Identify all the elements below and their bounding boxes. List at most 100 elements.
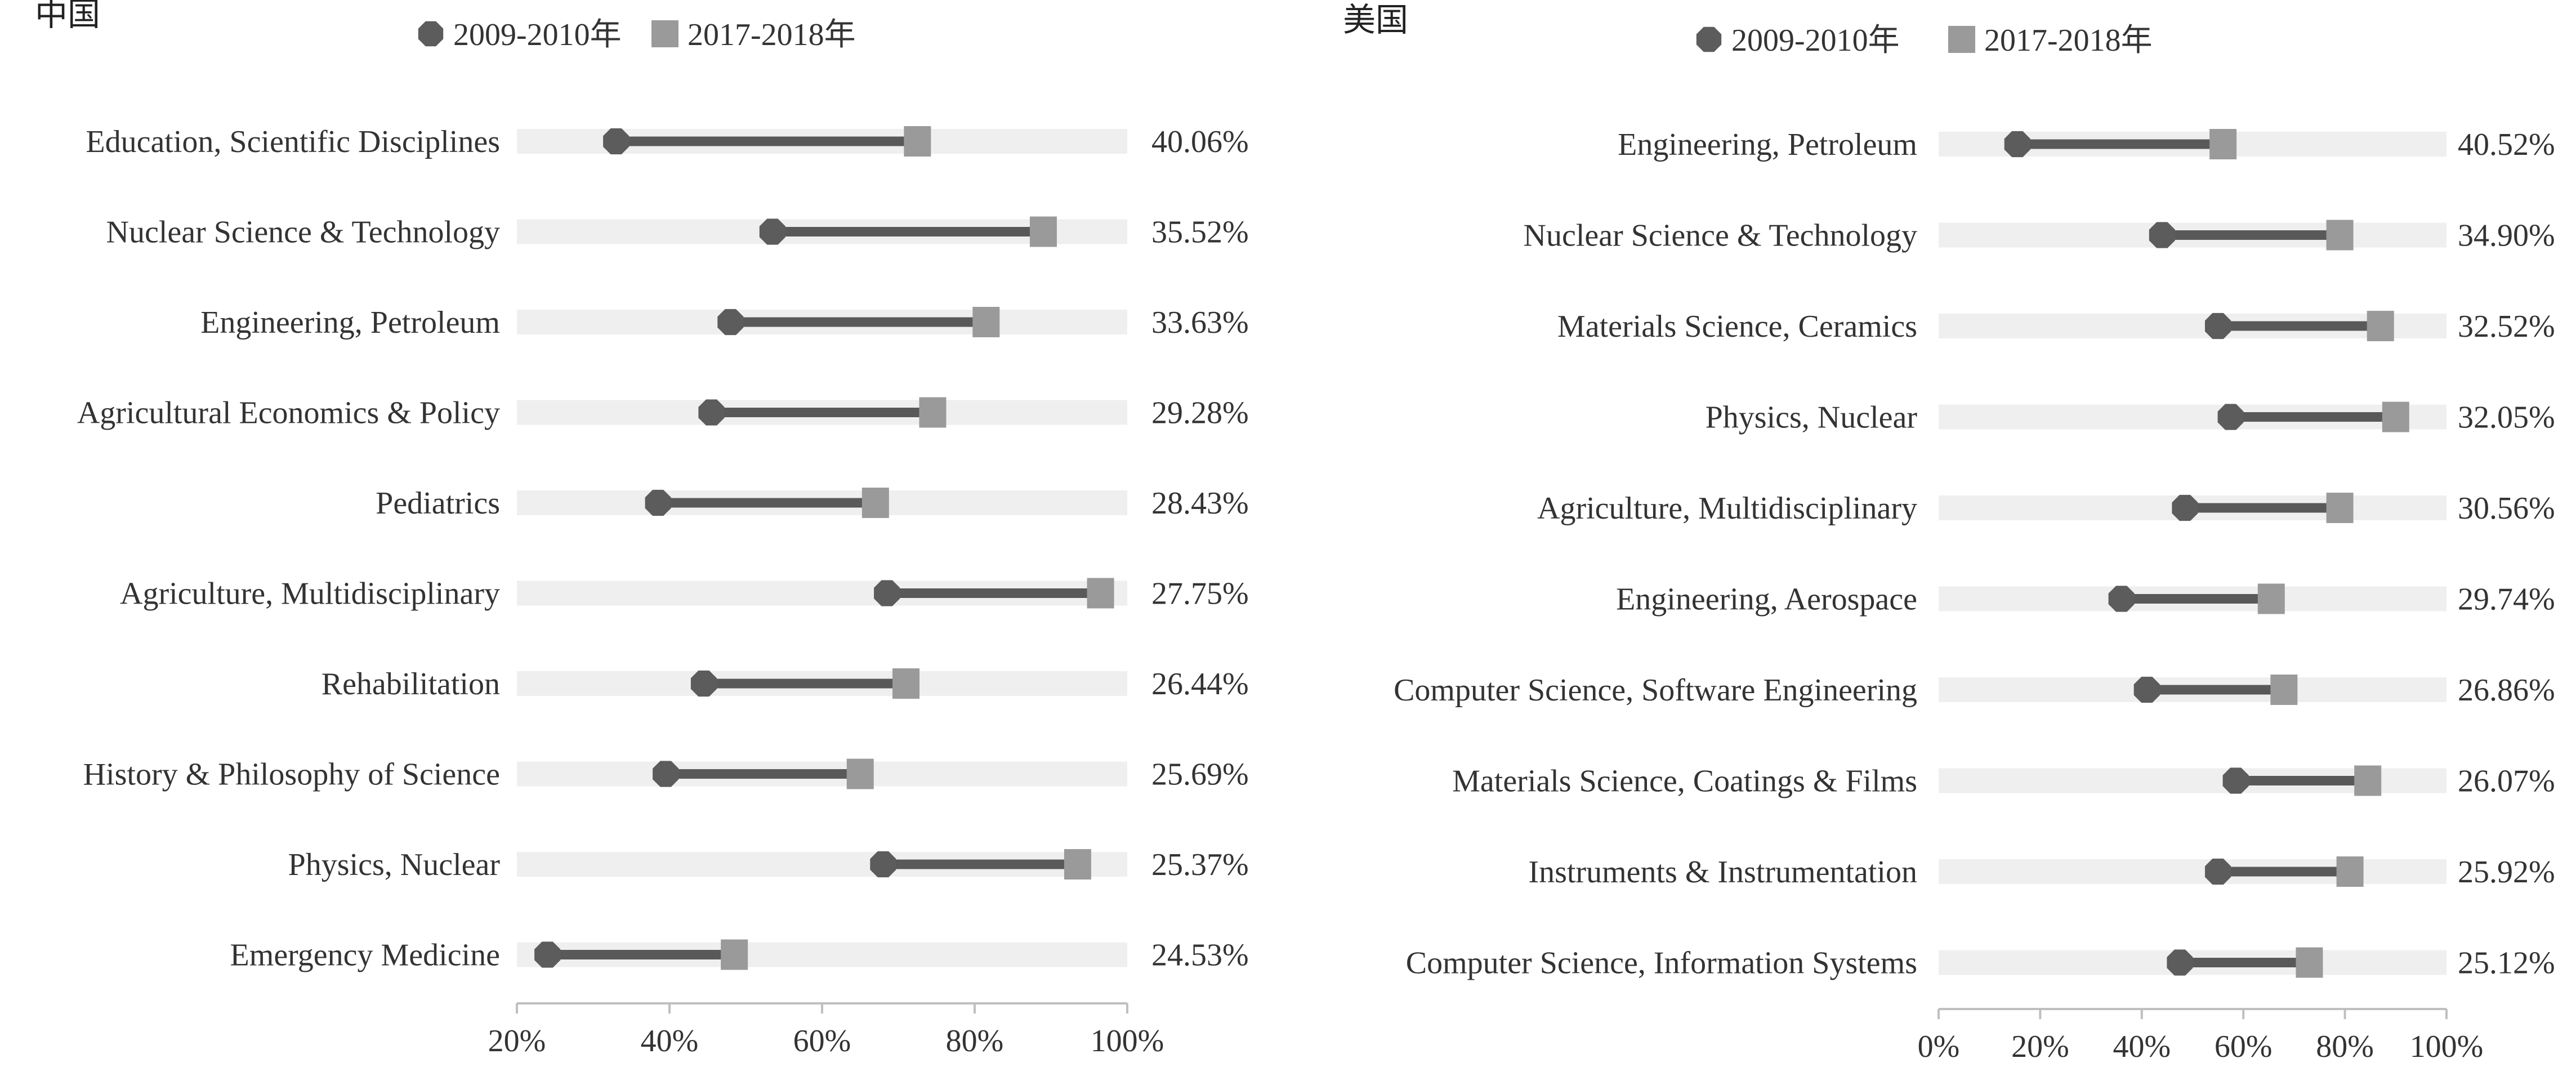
x-tick-label: 40% <box>2113 1029 2171 1064</box>
category-label: Agriculture, Multidisciplinary <box>120 577 500 611</box>
end-marker <box>972 307 1000 337</box>
category-label: Computer Science, Software Engineering <box>1394 673 1917 708</box>
change-label: 26.07% <box>2458 764 2555 799</box>
start-marker <box>2167 949 2193 976</box>
change-label: 32.05% <box>2458 400 2555 435</box>
legend-label-end: 2017-2018年 <box>1984 23 2153 58</box>
end-marker <box>2367 311 2394 341</box>
chart-title: 美国 <box>1343 2 1408 38</box>
start-marker <box>698 399 725 426</box>
legend-marker-start <box>418 21 444 47</box>
end-marker <box>2326 493 2354 523</box>
chart-title: 中国 <box>35 0 100 33</box>
category-label: Pediatrics <box>376 486 500 521</box>
legend-label-start: 2009-2010年 <box>453 17 622 52</box>
change-label: 29.74% <box>2458 582 2555 617</box>
end-marker <box>2336 856 2364 887</box>
start-marker <box>2205 858 2231 885</box>
start-marker <box>2004 131 2030 158</box>
change-label: 25.12% <box>2458 946 2555 981</box>
category-label: Instruments & Instrumentation <box>1528 855 1917 890</box>
change-label: 24.53% <box>1151 938 1249 973</box>
category-label: Computer Science, Information Systems <box>1406 946 1917 981</box>
legend-marker-end <box>651 20 678 47</box>
x-tick-label: 0% <box>1918 1029 1960 1064</box>
start-marker <box>759 218 785 245</box>
category-label: Rehabilitation <box>322 667 500 702</box>
start-marker <box>534 941 561 968</box>
start-marker <box>645 489 671 516</box>
change-label: 28.43% <box>1151 486 1249 521</box>
start-marker <box>603 128 630 155</box>
legend-label-end: 2017-2018年 <box>687 17 856 52</box>
category-label: Nuclear Science & Technology <box>1524 218 1917 253</box>
start-marker <box>2133 676 2160 703</box>
end-marker <box>846 758 874 789</box>
end-marker <box>2270 675 2298 705</box>
end-marker <box>1029 216 1057 247</box>
start-marker <box>874 580 900 606</box>
end-marker <box>2354 765 2382 796</box>
change-label: 26.86% <box>2458 673 2555 708</box>
end-marker <box>861 488 889 518</box>
start-marker <box>2217 404 2244 430</box>
legend-marker-start <box>1696 26 1722 52</box>
x-tick-label: 60% <box>793 1024 851 1059</box>
x-tick-label: 20% <box>488 1024 546 1059</box>
category-label: Agricultural Economics & Policy <box>77 396 500 431</box>
change-label: 29.28% <box>1151 396 1249 431</box>
x-tick-label: 80% <box>2316 1029 2374 1064</box>
change-label: 40.06% <box>1151 124 1249 159</box>
start-marker <box>2108 586 2135 612</box>
start-marker <box>2205 312 2231 340</box>
start-marker <box>2149 222 2175 248</box>
end-marker <box>2257 583 2285 614</box>
category-label: Physics, Nuclear <box>1706 400 1918 435</box>
x-tick-label: 100% <box>2410 1029 2484 1064</box>
start-marker <box>717 309 744 336</box>
start-marker <box>2222 767 2249 794</box>
legend-label-start: 2009-2010年 <box>1731 23 1900 58</box>
x-tick-label: 100% <box>1091 1024 1164 1059</box>
category-label: Nuclear Science & Technology <box>106 215 500 250</box>
change-label: 32.52% <box>2458 309 2555 344</box>
category-label: Education, Scientific Disciplines <box>86 124 500 159</box>
category-label: Engineering, Aerospace <box>1616 582 1917 617</box>
end-marker <box>2296 947 2323 978</box>
change-label: 26.44% <box>1151 667 1249 702</box>
row-band <box>1939 859 2446 884</box>
change-label: 40.52% <box>2458 127 2555 162</box>
category-label: Materials Science, Ceramics <box>1557 309 1917 344</box>
category-label: History & Philosophy of Science <box>83 757 500 792</box>
x-tick-label: 60% <box>2215 1029 2273 1064</box>
end-marker <box>919 397 947 428</box>
change-label: 30.56% <box>2458 491 2555 526</box>
end-marker <box>892 668 920 699</box>
category-label: Emergency Medicine <box>230 938 500 973</box>
end-marker <box>2326 220 2354 251</box>
end-marker <box>1064 849 1091 880</box>
change-label: 25.37% <box>1151 847 1249 882</box>
change-label: 25.92% <box>2458 855 2555 890</box>
change-label: 35.52% <box>1151 215 1249 250</box>
start-marker <box>690 670 717 697</box>
end-marker <box>2382 401 2409 432</box>
x-tick-label: 20% <box>2011 1029 2069 1064</box>
change-label: 33.63% <box>1151 305 1249 340</box>
end-marker <box>1087 578 1114 609</box>
end-marker <box>721 939 748 970</box>
end-marker <box>904 126 931 157</box>
start-marker <box>653 761 679 787</box>
category-label: Engineering, Petroleum <box>1618 127 1917 162</box>
end-marker <box>2209 129 2237 159</box>
start-marker <box>870 851 896 878</box>
change-label: 27.75% <box>1151 577 1249 611</box>
start-marker <box>2172 494 2198 521</box>
x-tick-label: 80% <box>946 1024 1004 1059</box>
legend-marker-end <box>1948 26 1975 53</box>
change-label: 34.90% <box>2458 218 2555 253</box>
x-tick-label: 40% <box>641 1024 699 1059</box>
category-label: Agriculture, Multidisciplinary <box>1537 491 1917 526</box>
category-label: Materials Science, Coatings & Films <box>1452 764 1917 799</box>
category-label: Physics, Nuclear <box>288 847 501 882</box>
